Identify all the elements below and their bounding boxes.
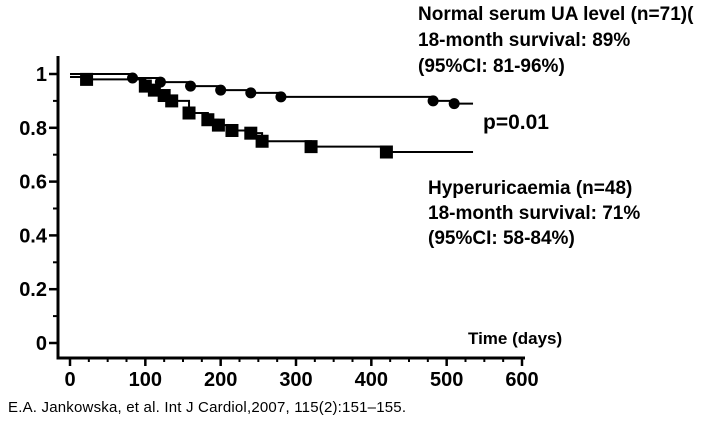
annotation-normal-group: Normal serum UA level (n=71)( 18-month s… — [418, 2, 693, 80]
x-tick-label: 500 — [430, 369, 463, 391]
y-tick-label: 0 — [36, 333, 47, 355]
data-point-square — [147, 83, 161, 97]
p-value-label: p=0.01 — [483, 111, 549, 134]
normal-group-title: Normal serum UA level (n=71)( — [418, 4, 694, 25]
hyper-group-title: Hyperuricaemia (n=48) — [428, 178, 633, 199]
y-tick-label: 0.4 — [19, 225, 48, 247]
x-tick-label: 300 — [279, 369, 312, 391]
data-point-square — [255, 134, 269, 148]
x-tick-label: 100 — [129, 369, 162, 391]
x-tick-label: 600 — [505, 369, 538, 391]
data-point-circle — [185, 80, 197, 92]
y-tick-label: 0.2 — [19, 279, 47, 301]
x-tick-label: 400 — [355, 369, 388, 391]
hyper-group-survival: 18-month survival: 71% — [428, 203, 641, 224]
normal-group-ci: (95%CI: 81-96%) — [418, 56, 565, 77]
series-curve-square — [70, 76, 474, 154]
x-tick-label: 200 — [204, 369, 237, 391]
data-point-square — [225, 123, 239, 137]
data-point-circle — [427, 95, 439, 107]
data-point-square — [379, 145, 393, 159]
data-point-circle — [215, 84, 227, 96]
y-tick-label: 0.6 — [19, 172, 47, 194]
data-point-square — [165, 94, 179, 108]
data-point-square — [304, 140, 318, 154]
axes — [56, 56, 525, 360]
data-point-circle — [275, 91, 287, 103]
x-axis-label: Time (days) — [468, 329, 563, 348]
y-tick-label: 0.8 — [19, 118, 47, 140]
data-point-square — [182, 106, 196, 120]
hyper-group-ci: (95%CI: 58-84%) — [428, 228, 575, 249]
data-point-square — [201, 113, 215, 127]
data-point-circle — [245, 87, 257, 99]
y-tick-label: 1 — [36, 64, 47, 86]
data-point-circle — [127, 72, 139, 84]
data-point-square — [211, 118, 225, 132]
data-point-square — [80, 72, 94, 86]
citation-text: E.A. Jankowska, et al. Int J Cardiol,200… — [8, 399, 407, 416]
normal-group-survival: 18-month survival: 89% — [418, 30, 631, 51]
x-tick-label: 0 — [64, 369, 75, 391]
annotation-hyper-group: Hyperuricaemia (n=48) 18-month survival:… — [428, 176, 640, 251]
data-point-square — [244, 126, 258, 140]
data-point-circle — [448, 98, 460, 110]
